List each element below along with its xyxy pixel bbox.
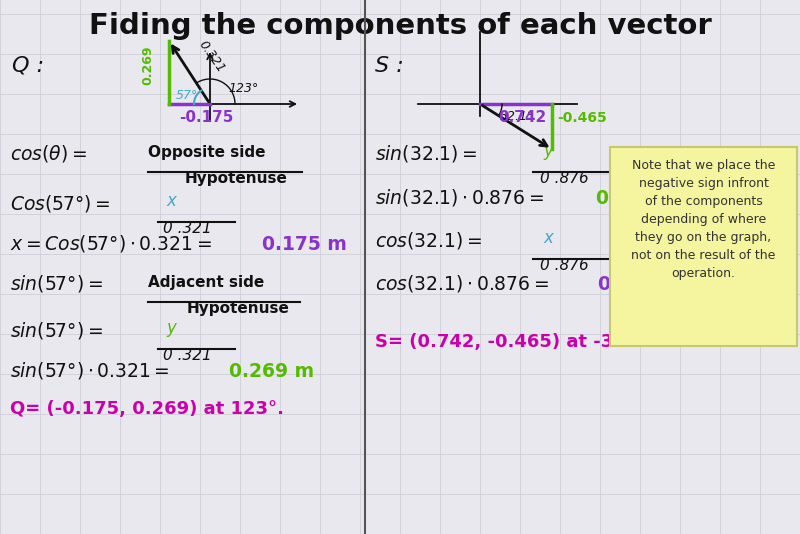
Text: y: y [543, 142, 553, 160]
Text: 0 .876: 0 .876 [540, 171, 589, 186]
Text: S :: S : [375, 56, 404, 76]
Text: x: x [543, 229, 553, 247]
Text: 0.742 m: 0.742 m [598, 275, 683, 294]
Text: 0 .321: 0 .321 [163, 348, 212, 363]
Text: Hypotenuse: Hypotenuse [185, 171, 288, 186]
Text: $\mathit{sin}(32.1) =$: $\mathit{sin}(32.1) =$ [375, 143, 478, 164]
Text: Q= (-0.175, 0.269) at 123°.: Q= (-0.175, 0.269) at 123°. [10, 400, 284, 418]
Text: -0.465: -0.465 [557, 111, 606, 124]
Text: y: y [166, 319, 176, 337]
Text: $\mathit{sin}(57°) =$: $\mathit{sin}(57°) =$ [10, 320, 102, 341]
Text: $\mathit{sin}(57°) =$: $\mathit{sin}(57°) =$ [10, 273, 102, 294]
Text: 0.175 m: 0.175 m [262, 235, 347, 254]
Text: 0.742: 0.742 [498, 110, 546, 125]
Text: $\mathit{sin}(32.1) \cdot 0.876 =$: $\mathit{sin}(32.1) \cdot 0.876 =$ [375, 187, 544, 208]
Text: $\mathit{Cos}(57°) =$: $\mathit{Cos}(57°) =$ [10, 193, 110, 214]
Text: S= (0.742, -0.465) at -32.1°.: S= (0.742, -0.465) at -32.1°. [375, 333, 661, 351]
Text: 0.269 m: 0.269 m [229, 362, 314, 381]
Text: $\mathit{sin}(57°) \cdot 0.321 =$: $\mathit{sin}(57°) \cdot 0.321 =$ [10, 360, 170, 381]
Text: 0 .321: 0 .321 [163, 221, 212, 236]
Text: -0.175: -0.175 [179, 110, 234, 125]
Text: $\mathit{cos}(\theta) =$: $\mathit{cos}(\theta) =$ [10, 143, 87, 164]
Text: 0.269: 0.269 [141, 45, 154, 85]
Text: 123°: 123° [228, 82, 258, 95]
Text: 57°: 57° [176, 89, 198, 102]
Text: 0 .876: 0 .876 [540, 258, 589, 273]
Text: Hypotenuse: Hypotenuse [187, 301, 290, 316]
Text: Opposite side: Opposite side [148, 145, 266, 160]
Text: $\mathit{cos}(32.1) \cdot 0.876 =$: $\mathit{cos}(32.1) \cdot 0.876 =$ [375, 273, 549, 294]
FancyBboxPatch shape [610, 147, 797, 346]
Text: Adjacent side: Adjacent side [148, 275, 264, 290]
Text: 0.465 m: 0.465 m [596, 189, 681, 208]
Text: x: x [166, 192, 176, 210]
Text: 32.1°: 32.1° [500, 110, 534, 123]
Text: $\mathit{x} = \mathit{Cos}(57°) \cdot 0.321 =$: $\mathit{x} = \mathit{Cos}(57°) \cdot 0.… [10, 233, 212, 254]
Text: Q :: Q : [12, 56, 44, 76]
Text: Fiding the components of each vector: Fiding the components of each vector [89, 12, 711, 40]
Text: 0.321: 0.321 [196, 38, 228, 75]
Text: Note that we place the
negative sign infront
of the components
depending of wher: Note that we place the negative sign inf… [631, 159, 776, 280]
Text: $\mathit{cos}(32.1) =$: $\mathit{cos}(32.1) =$ [375, 230, 482, 251]
